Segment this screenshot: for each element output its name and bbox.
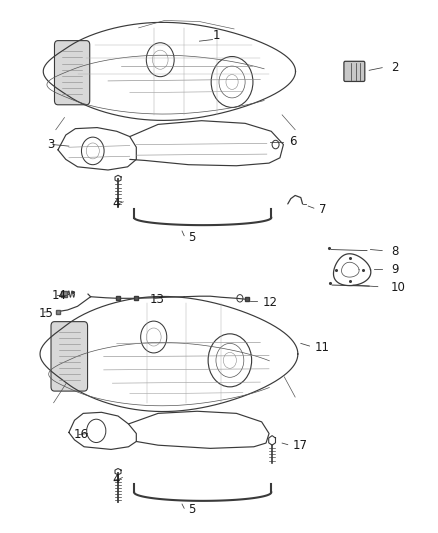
FancyBboxPatch shape xyxy=(54,41,90,105)
Text: 2: 2 xyxy=(391,61,399,74)
Text: 5: 5 xyxy=(188,503,196,516)
Text: 14: 14 xyxy=(51,289,67,302)
Text: 9: 9 xyxy=(391,263,399,276)
Text: 7: 7 xyxy=(319,203,327,216)
Text: 13: 13 xyxy=(149,293,164,306)
Text: 6: 6 xyxy=(289,135,296,148)
Text: 5: 5 xyxy=(188,231,196,244)
FancyBboxPatch shape xyxy=(51,321,88,391)
Text: 3: 3 xyxy=(47,138,54,151)
FancyBboxPatch shape xyxy=(344,61,365,82)
Text: 1: 1 xyxy=(212,29,220,42)
Text: 11: 11 xyxy=(315,341,330,353)
Text: 17: 17 xyxy=(293,439,308,451)
Text: 16: 16 xyxy=(73,428,88,441)
Text: 8: 8 xyxy=(391,245,398,258)
Text: 10: 10 xyxy=(391,281,406,294)
Text: 15: 15 xyxy=(39,306,53,320)
Text: 4: 4 xyxy=(113,197,120,211)
Text: 4: 4 xyxy=(113,473,120,486)
Text: 12: 12 xyxy=(262,296,278,309)
